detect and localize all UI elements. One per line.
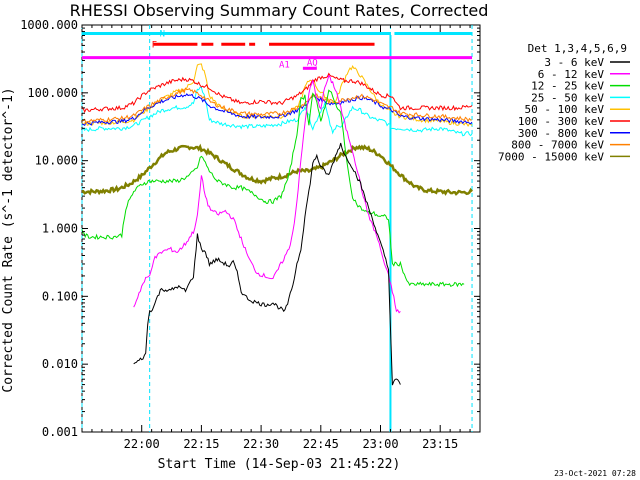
- x-tick-label: 22:45: [303, 437, 339, 451]
- series-line-6: [81, 93, 473, 126]
- y-axis: 1000.000 100.000 10.000 1.000 0.100 0.010 0.00…: [20, 18, 480, 439]
- y-tick-label: 100.000: [27, 86, 78, 100]
- series-line-7: [81, 87, 473, 124]
- plot-border: [81, 24, 481, 433]
- x-axis: 22:00 22:15 22:30 22:45 23:00 23:15: [81, 25, 481, 451]
- flag-label-a1: A1: [279, 61, 290, 71]
- series-line-1: [133, 74, 401, 314]
- y-tick-label: 10.000: [35, 154, 78, 168]
- flag-label-n: N: [160, 29, 165, 39]
- y-tick-label: 1000.000: [20, 18, 78, 32]
- night-lines: [81, 25, 473, 432]
- x-tick-label: 23:00: [362, 437, 398, 451]
- date-stamp: 23-Oct-2021 07:28: [554, 469, 636, 478]
- flags: NF AQ A1: [82, 29, 473, 71]
- plot-frame: [81, 24, 481, 433]
- y-tick-label: 0.001: [42, 425, 78, 439]
- legend-entry-label: 25 - 50 keV: [531, 91, 604, 104]
- flag-label-f: F: [152, 40, 157, 50]
- legend-entry-label: 100 - 300 keV: [518, 115, 604, 128]
- series-line-2: [81, 89, 465, 288]
- legend-entry-label: 3 - 6 keV: [544, 56, 604, 69]
- legend-entry-label: 12 - 25 keV: [531, 80, 604, 93]
- legend-entry-label: 6 - 12 keV: [538, 68, 605, 81]
- x-tick-label: 23:15: [422, 437, 458, 451]
- y-tick-label: 0.100: [42, 289, 78, 303]
- y-tick-label: 0.010: [42, 357, 78, 371]
- legend-entry-label: 50 - 100 keV: [525, 103, 605, 116]
- series-line-8: [81, 143, 473, 196]
- series-line-3: [81, 86, 473, 137]
- series-line-0: [133, 142, 401, 386]
- legend-entry-label: 7000 - 15000 keV: [498, 150, 604, 163]
- x-axis-label: Start Time (14-Sep-03 21:45:22): [158, 457, 401, 472]
- legend-entry-label: 300 - 800 keV: [518, 127, 604, 140]
- flag-label-aq: AQ: [307, 58, 318, 68]
- y-axis-label: Corrected Count Rate (s^-1 detector^-1): [1, 87, 16, 392]
- legend-title: Det 1,3,4,5,6,9: [528, 42, 627, 55]
- x-tick-label: 22:15: [183, 437, 219, 451]
- series-line-5: [81, 72, 473, 114]
- x-tick-label: 22:30: [243, 437, 279, 451]
- legend-entry-label: 800 - 7000 keV: [511, 139, 604, 152]
- chart-title: RHESSI Observing Summary Count Rates, Co…: [70, 1, 489, 20]
- y-tick-label: 1.000: [42, 222, 78, 236]
- series-group: [81, 63, 473, 386]
- x-tick-label: 22:00: [124, 437, 160, 451]
